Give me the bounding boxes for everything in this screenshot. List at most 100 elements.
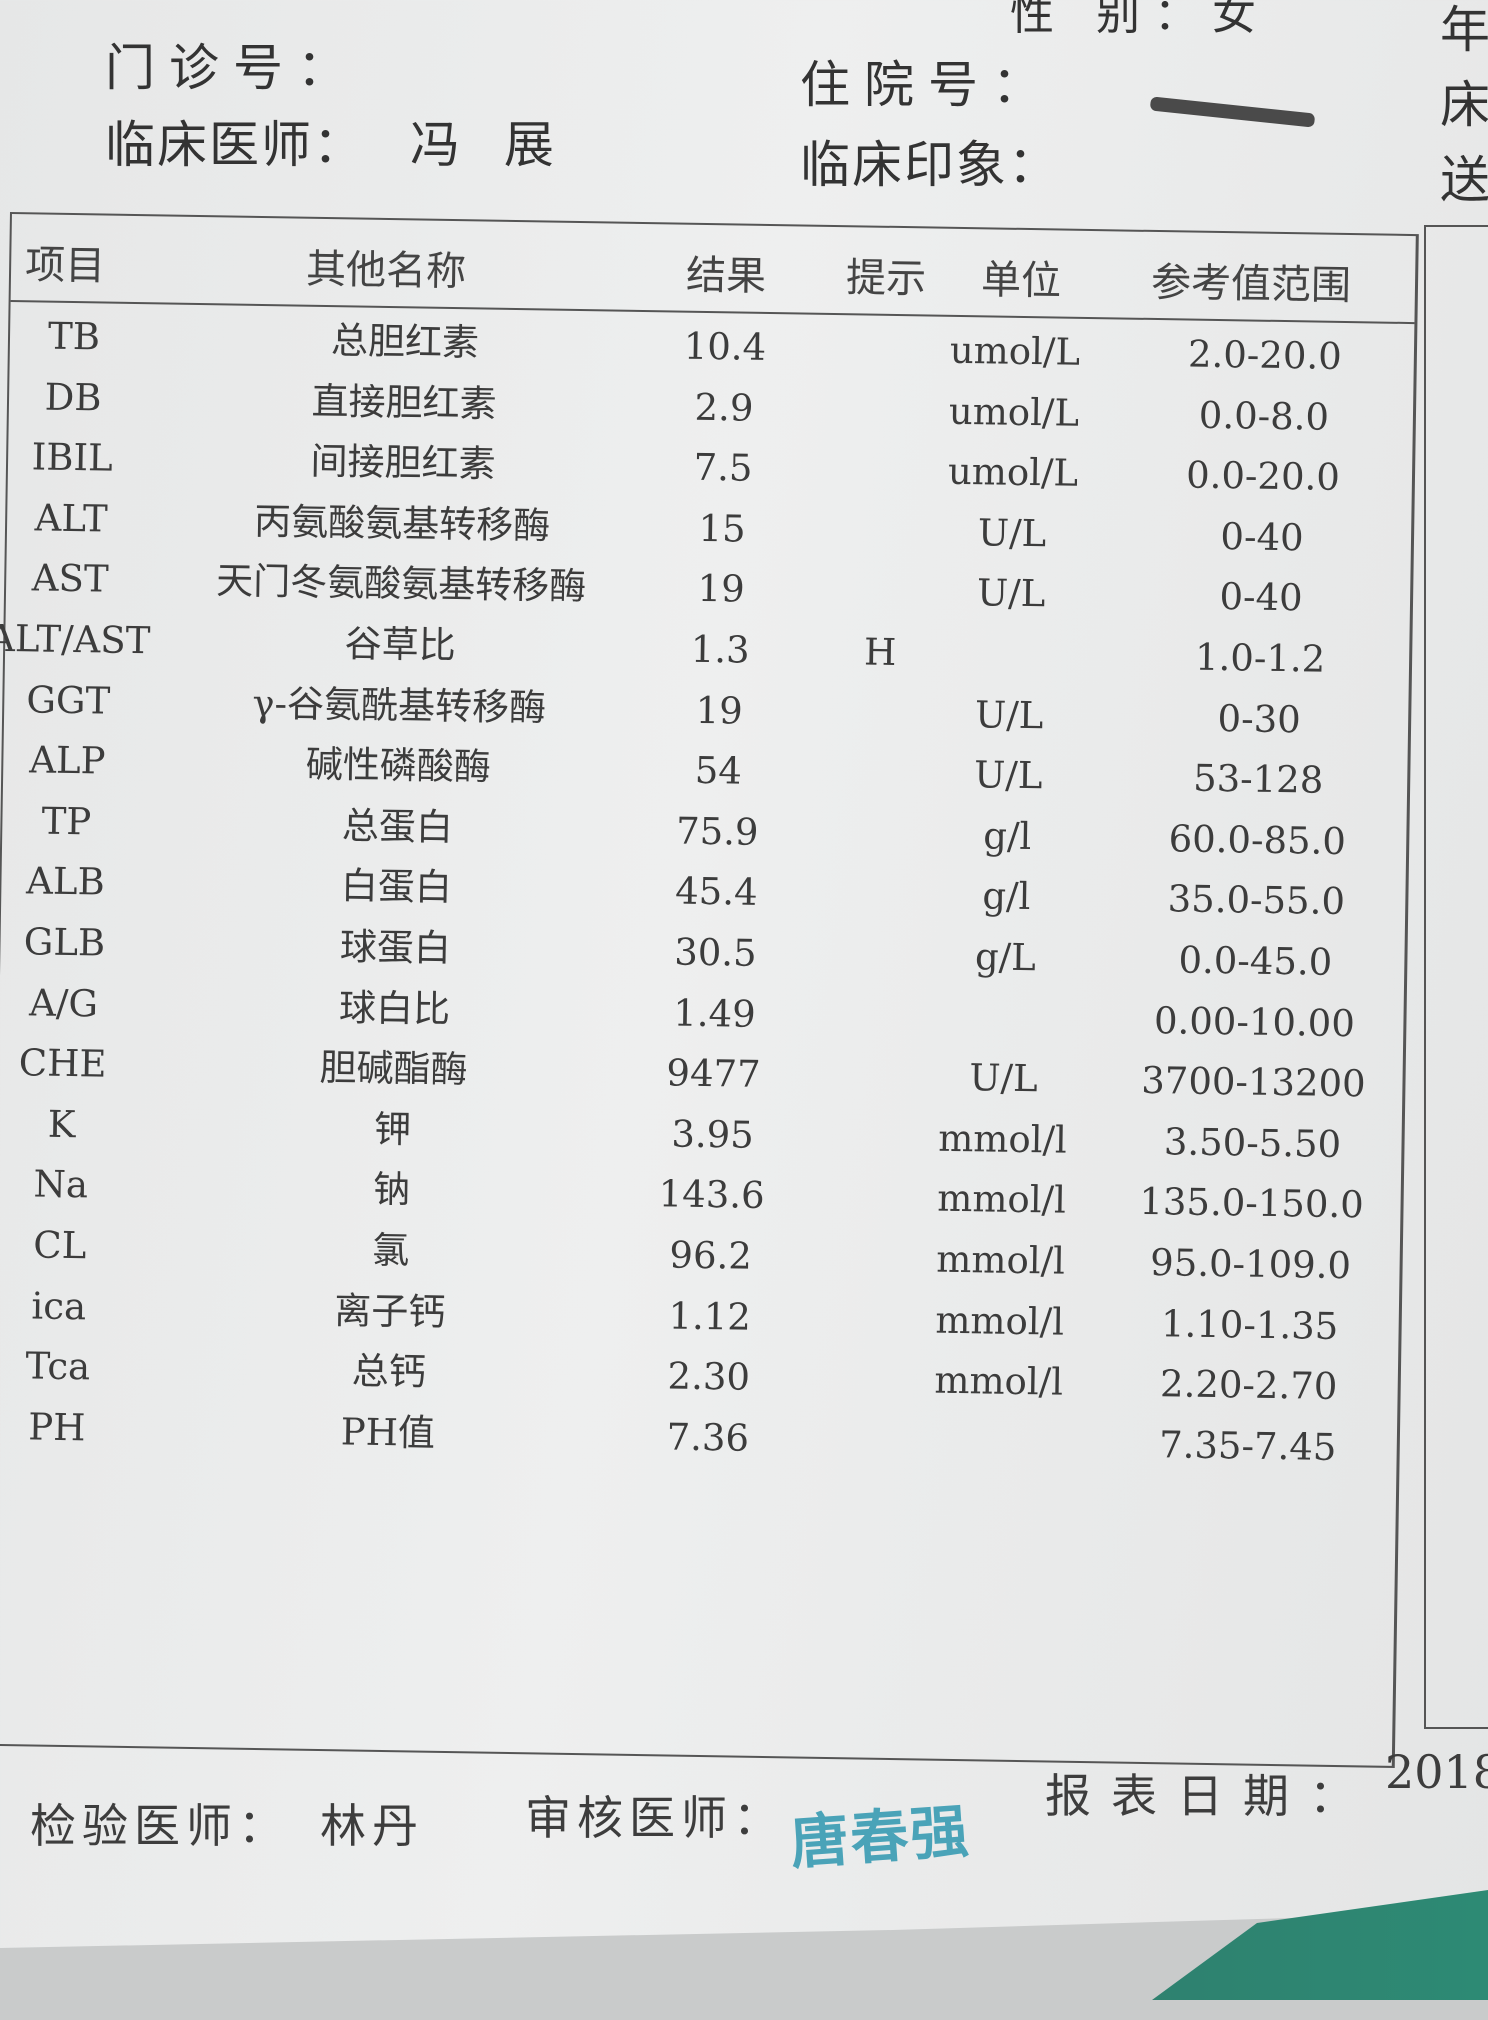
row-item: IBIL xyxy=(31,435,113,480)
col-header-result: 结果 xyxy=(685,252,767,300)
row-other-name: 钾 xyxy=(373,1107,412,1152)
row-result: 96.2 xyxy=(669,1233,753,1278)
row-other-name: 胆碱酯酶 xyxy=(319,1046,468,1092)
row-range: 2.0-20.0 xyxy=(1187,332,1343,378)
row-item: ALT xyxy=(34,496,109,541)
row-item: Tca xyxy=(25,1344,91,1389)
row-item: ALT/AST xyxy=(0,616,151,663)
edge-char: 年 xyxy=(1440,1,1488,59)
row-other-name: PH值 xyxy=(340,1410,436,1455)
reviewer-label: 审核医师： xyxy=(525,1791,785,1845)
row-other-name: 间接胆红素 xyxy=(310,439,496,486)
row-unit: mmol/l xyxy=(937,1116,1068,1162)
row-result: 2.30 xyxy=(667,1354,751,1399)
row-range: 2.20-2.70 xyxy=(1159,1362,1338,1409)
row-other-name: 直接胆红素 xyxy=(311,379,497,426)
col-header-unit: 单位 xyxy=(980,257,1062,305)
clinician-name: 冯 展 xyxy=(410,116,568,174)
row-result: 19 xyxy=(695,688,744,733)
report-date-label: 报表日期： xyxy=(1045,1769,1375,1823)
row-unit: U/L xyxy=(977,511,1047,556)
row-result: 54 xyxy=(694,749,743,793)
report-date-value: 2018- xyxy=(1385,1745,1488,1799)
row-item: AST xyxy=(31,556,109,601)
row-item: A/G xyxy=(28,980,99,1026)
row-unit: U/L xyxy=(974,692,1044,737)
row-range: 35.0-55.0 xyxy=(1167,877,1346,924)
row-other-name: 球白比 xyxy=(338,985,451,1031)
table-body: TB 总胆红素 10.4 umol/L 2.0-20.0 DB 直接胆红素 2.9 umol/L… xyxy=(0,214,1416,1469)
row-unit: g/l xyxy=(982,874,1031,919)
row-unit: mmol/l xyxy=(936,1237,1066,1283)
redaction-mark xyxy=(1149,96,1316,128)
col-header-range: 参考值范围 xyxy=(1150,259,1352,310)
row-range: 0-40 xyxy=(1220,514,1304,560)
row-unit: U/L xyxy=(976,571,1046,616)
row-item: ALP xyxy=(28,738,106,783)
row-unit: U/L xyxy=(973,753,1043,798)
row-item: GGT xyxy=(26,677,111,723)
row-item: Na xyxy=(33,1162,89,1207)
row-item: CL xyxy=(32,1223,87,1268)
col-header-flag: 提示 xyxy=(845,255,927,303)
inpatient-no-label: 住院号： xyxy=(800,56,1056,114)
row-result: 75.9 xyxy=(675,809,759,854)
outpatient-no-label: 门诊号： xyxy=(105,39,361,97)
col-header-item: 项目 xyxy=(24,242,106,290)
row-result: 1.12 xyxy=(668,1294,752,1339)
row-unit: g/L xyxy=(974,935,1037,980)
row-result: 19 xyxy=(697,567,746,611)
row-item: TB xyxy=(47,314,101,359)
row-other-name: 谷草比 xyxy=(344,622,457,668)
row-unit: umol/L xyxy=(949,328,1081,374)
row-unit: mmol/l xyxy=(934,1358,1064,1404)
row-range: 0.0-45.0 xyxy=(1178,938,1333,984)
row-other-name: γ-谷氨酰基转移酶 xyxy=(252,681,547,730)
row-item: CHE xyxy=(18,1041,107,1086)
row-unit: umol/L xyxy=(947,449,1079,495)
row-item: DB xyxy=(44,375,102,420)
row-range: 0-40 xyxy=(1219,575,1303,620)
row-range: 0.0-8.0 xyxy=(1198,393,1330,439)
row-item: TP xyxy=(41,799,92,844)
row-range: 60.0-85.0 xyxy=(1168,817,1347,863)
adjacent-table-border xyxy=(1424,225,1488,1729)
row-flag: H xyxy=(863,630,897,674)
row-unit: umol/L xyxy=(948,389,1080,435)
row-other-name: 天门冬氨酸氨基转移酶 xyxy=(215,559,587,609)
row-range: 1.10-1.35 xyxy=(1160,1301,1339,1348)
reviewer-signature: 唐春强 xyxy=(788,1796,973,1878)
row-item: GLB xyxy=(23,920,106,965)
clinician-label: 临床医师： xyxy=(105,116,365,174)
row-item: ica xyxy=(31,1284,87,1328)
row-range: 0.00-10.00 xyxy=(1153,998,1356,1045)
col-header-other-name: 其他名称 xyxy=(305,246,467,296)
row-other-name: 总蛋白 xyxy=(341,804,454,849)
row-other-name: 氯 xyxy=(371,1228,410,1273)
row-other-name: 白蛋白 xyxy=(340,864,453,910)
row-other-name: 总钙 xyxy=(351,1349,427,1394)
row-unit: U/L xyxy=(969,1056,1038,1101)
row-range: 0.0-20.0 xyxy=(1185,453,1341,500)
row-result: 3.95 xyxy=(671,1112,755,1157)
row-result: 7.5 xyxy=(693,445,753,490)
row-result: 30.5 xyxy=(673,930,757,975)
row-result: 10.4 xyxy=(683,324,767,369)
row-result: 2.9 xyxy=(694,385,754,430)
edge-char: 床 xyxy=(1440,76,1488,134)
row-other-name: 钠 xyxy=(372,1168,411,1212)
row-unit: g/l xyxy=(982,814,1032,858)
edge-char: 送 xyxy=(1440,151,1488,209)
row-unit: mmol/l xyxy=(936,1177,1067,1223)
row-range: 53-128 xyxy=(1192,756,1324,802)
row-result: 7.36 xyxy=(666,1415,750,1460)
results-table: 项目 其他名称 结果 提示 单位 参考值范围 TB 总胆红素 10.4 umol/L 2… xyxy=(0,212,1419,1768)
row-range: 135.0-150.0 xyxy=(1139,1180,1365,1227)
row-other-name: 球蛋白 xyxy=(339,925,452,971)
row-result: 1.49 xyxy=(672,991,757,1036)
row-result: 45.4 xyxy=(674,869,758,915)
row-item: PH xyxy=(27,1405,86,1450)
row-range: 95.0-109.0 xyxy=(1149,1241,1352,1288)
row-result: 1.3 xyxy=(690,627,750,672)
row-range: 7.35-7.45 xyxy=(1158,1423,1337,1469)
